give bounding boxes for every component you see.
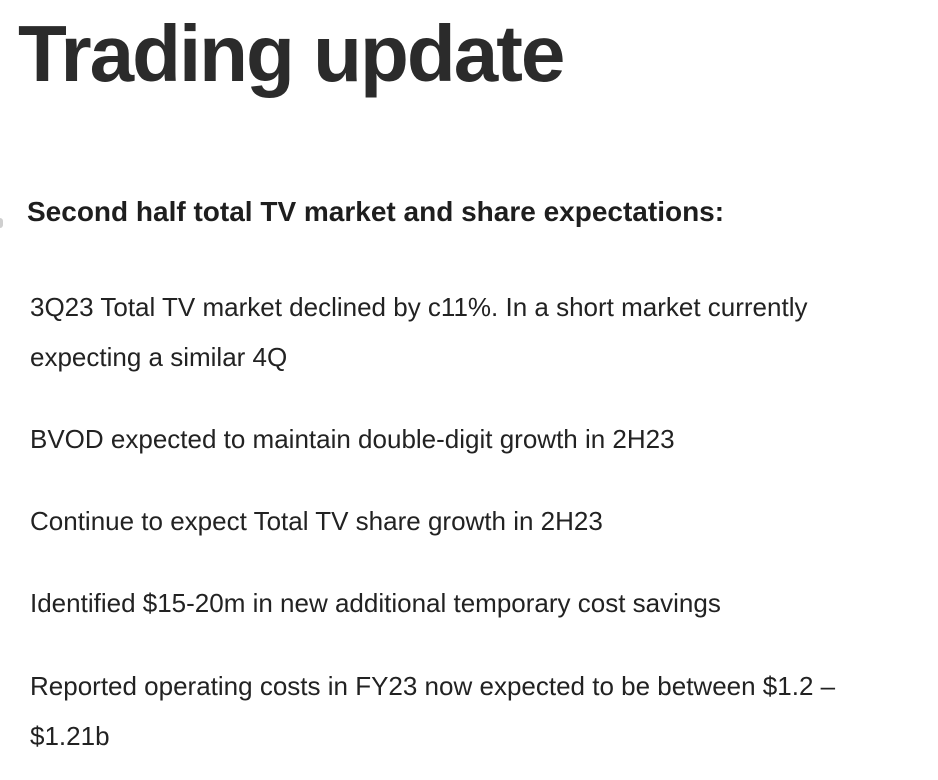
edge-marker xyxy=(0,218,3,228)
page-title: Trading update xyxy=(18,9,565,98)
list-item: Identified $15-20m in new additional tem… xyxy=(30,588,721,618)
list-item: BVOD expected to maintain double-digit g… xyxy=(30,424,675,454)
list-item: Reported operating costs in FY23 now exp… xyxy=(30,671,836,751)
section-heading: Second half total TV market and share ex… xyxy=(27,196,725,227)
list-item: 3Q23 Total TV market declined by c11%. I… xyxy=(30,292,808,372)
list-item: Continue to expect Total TV share growth… xyxy=(30,506,603,536)
